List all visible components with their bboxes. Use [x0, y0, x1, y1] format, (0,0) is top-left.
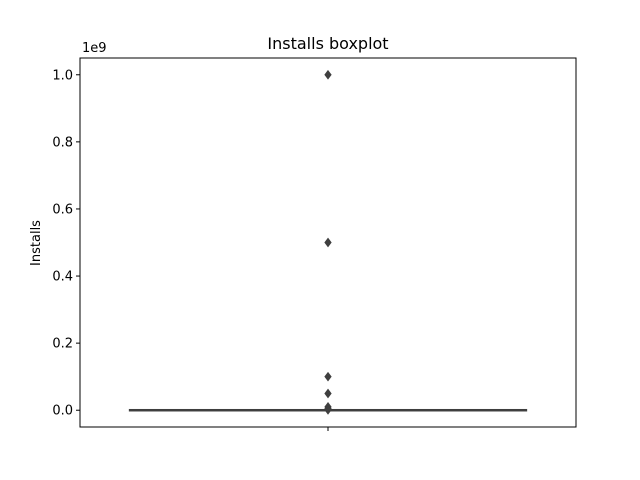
outlier-point — [324, 388, 332, 399]
outlier-point — [324, 371, 332, 382]
y-tick-label: 0.2 — [52, 337, 73, 352]
y-tick-label: 0.4 — [52, 270, 73, 285]
y-axis-label: Installs — [29, 220, 44, 266]
y-axis-offset-label: 1e9 — [82, 41, 107, 56]
y-tick-label: 0.6 — [52, 202, 73, 217]
outlier-point — [324, 237, 332, 248]
chart-title: Installs boxplot — [267, 34, 388, 53]
outlier-point — [324, 405, 332, 415]
y-axis-ticks: 0.0 0.2 0.4 0.6 0.8 1.0 — [52, 68, 80, 419]
outlier-point — [324, 69, 332, 80]
y-tick-label: 0.0 — [52, 404, 73, 419]
boxplot-marks — [128, 69, 528, 415]
y-tick-label: 0.8 — [52, 135, 73, 150]
y-tick-label: 1.0 — [52, 68, 73, 83]
